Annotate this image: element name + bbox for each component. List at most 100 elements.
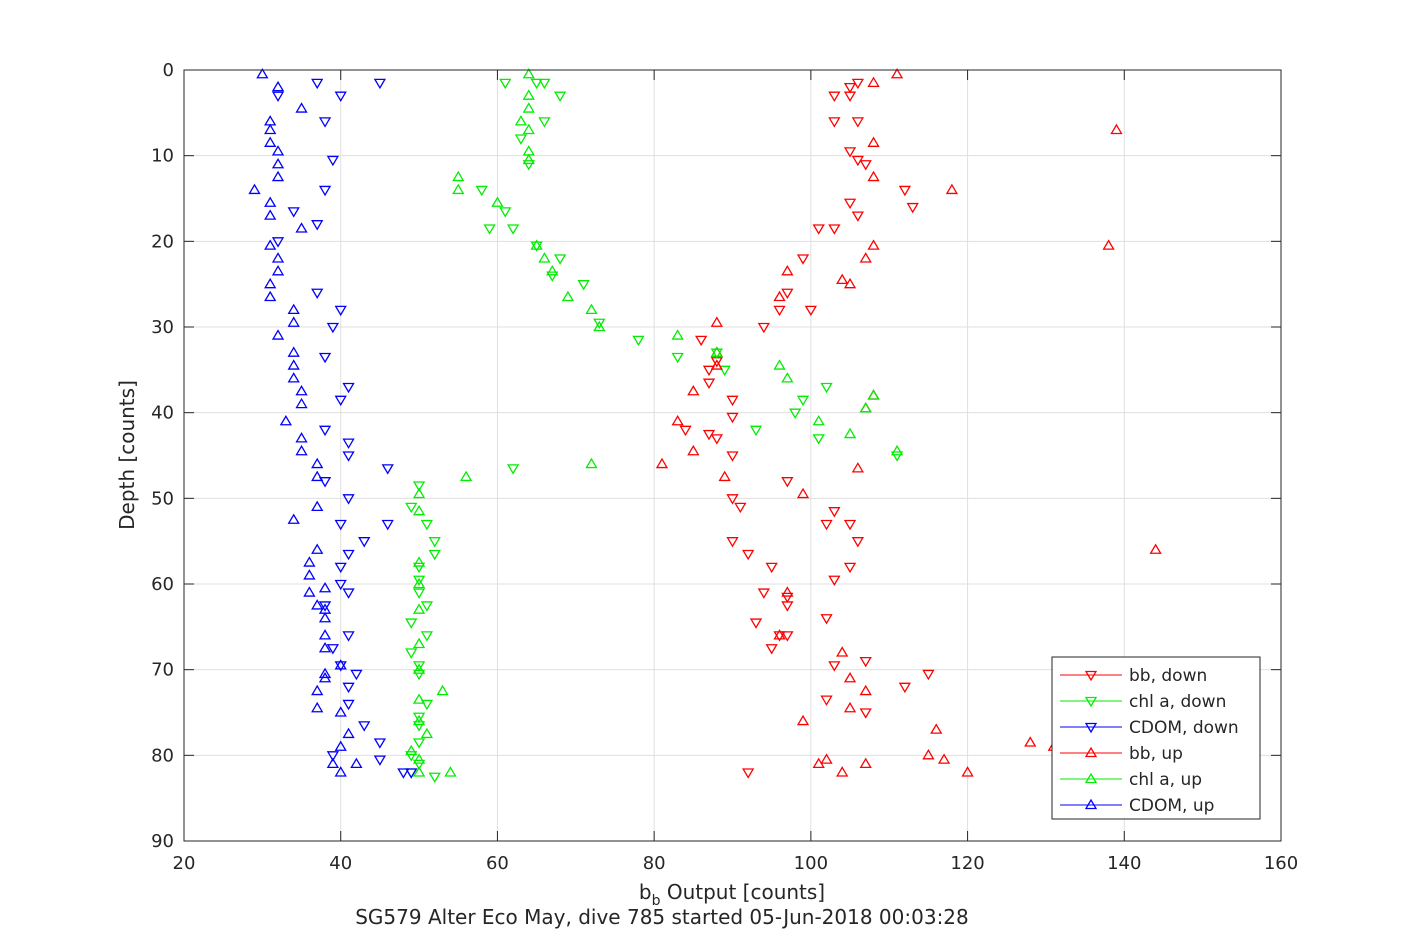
data-point [412,693,426,704]
data-point [397,768,410,779]
data-point [271,329,285,340]
data-point [843,277,857,289]
data-point [412,577,426,589]
data-point [843,91,857,102]
data-point [326,757,340,769]
data-point [1149,543,1162,554]
data-point [412,721,426,732]
data-point [843,701,857,713]
legend-label: chl a, down [1129,692,1226,712]
x-tick-label: 20 [173,853,196,874]
data-point [334,766,347,777]
y-tick-label: 60 [151,574,174,595]
data-point [318,641,332,653]
data-point [789,408,802,419]
legend-label: CDOM, down [1129,718,1239,738]
data-point [318,185,332,197]
data-point [412,661,426,672]
caption: SG579 Alter Eco May, dive 785 started 05… [355,905,969,929]
data-point [287,207,300,218]
data-point [898,185,912,197]
data-point [553,254,567,265]
data-point [538,78,551,90]
data-point [358,537,371,548]
data-point [342,382,355,394]
x-axis-label-rest: Output [counts] [660,880,825,904]
data-point [318,425,332,437]
legend: bb, down chl a, down CDOM, down bb, up chl a… [1051,656,1261,820]
legend-items: bb, down chl a, down CDOM, down bb, up chl a… [1060,666,1239,816]
data-point [428,537,441,548]
data-point [499,207,512,218]
data-point [514,115,528,126]
data-point [796,395,810,407]
y-axis-label: Depth [counts] [115,380,139,530]
series-bb-up [655,68,1162,777]
data-point [522,89,535,100]
data-point [311,500,324,512]
data-point [812,757,825,769]
data-point [522,123,535,135]
legend-label: bb, down [1129,666,1207,686]
data-point [781,265,794,276]
data-point [522,102,535,113]
data-point [836,646,849,657]
data-point [851,537,865,548]
data-point [412,603,426,614]
data-point [749,425,763,437]
data-point [271,157,285,169]
data-point [311,701,324,713]
data-point [264,136,277,147]
data-point [546,265,559,276]
data-point [318,477,332,488]
y-tick-label: 80 [151,745,174,766]
series-cdom-down [271,78,418,779]
data-point [828,661,841,672]
data-point [420,699,434,711]
data-point [318,117,332,128]
data-point [334,579,347,591]
data-point [475,185,488,197]
x-axis-ticks: 20 40 60 80 100 120 140 160 [173,70,1298,874]
data-point [342,588,355,599]
data-point [710,316,723,327]
data-point [593,320,606,332]
data-point [342,451,355,462]
data-point [412,738,426,749]
data-point [585,457,598,469]
data-point [718,365,731,377]
x-tick-label: 60 [486,853,509,874]
data-point [522,160,535,171]
x-tick-label: 160 [1264,853,1298,874]
data-point [334,562,347,574]
data-point [342,494,355,505]
data-point [412,637,426,649]
data-point [420,727,434,739]
data-point [459,470,473,482]
data-point [271,170,285,182]
data-point [843,198,857,210]
data-point [671,352,684,364]
data-point [318,629,332,640]
data-point [412,712,426,724]
data-point [318,611,332,623]
data-point [491,196,504,207]
data-point [271,80,285,92]
data-point [867,76,880,87]
data-point [271,252,285,263]
data-point [287,316,300,327]
data-point [812,434,825,445]
data-point [287,513,300,524]
data-point [303,556,316,567]
data-point [295,384,308,396]
data-point [530,78,543,90]
data-point [710,359,723,370]
data-point [452,170,465,182]
legend-label: chl a, up [1129,770,1202,790]
data-point [781,586,794,597]
data-point [843,562,857,574]
data-point [342,727,355,739]
data-point [773,290,786,302]
data-point [412,556,426,567]
